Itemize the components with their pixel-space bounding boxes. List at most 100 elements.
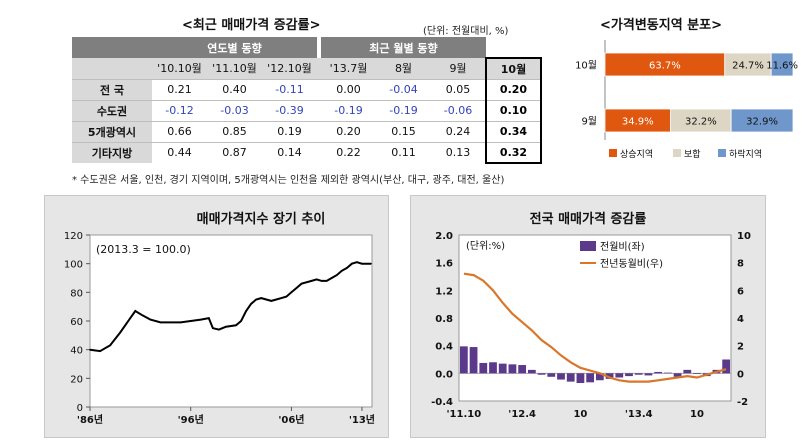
- index-y-tick-label: 60: [70, 317, 83, 328]
- table-cell: -0.12: [152, 99, 207, 121]
- index-chart: 매매가격지수 장기 추이 (2013.3 = 100.0) 0 20 40 60 80 1…: [64, 211, 375, 426]
- index-data-point: [169, 321, 172, 324]
- change-monthly-bar: [595, 373, 604, 381]
- index-data-point: [300, 282, 303, 285]
- change-monthly-bar: [615, 373, 624, 378]
- dist-value-label: 63.7%: [649, 61, 681, 72]
- change-monthly-bar: [498, 363, 507, 374]
- index-data-point: [235, 324, 237, 327]
- index-data-point: [335, 274, 338, 276]
- index-data-point: [119, 331, 122, 334]
- change-monthly-bar: [634, 373, 643, 375]
- table-row: 수도권 -0.12 -0.03 -0.39 -0.19 -0.19 -0.06 0.10: [72, 99, 542, 121]
- index-data-point: [89, 348, 91, 351]
- change-monthly-bar: [527, 369, 536, 374]
- column-header: '12.10월: [262, 58, 317, 79]
- dist-bar-segment: [770, 52, 794, 77]
- change-right-tick-label: 8: [737, 259, 744, 270]
- table-cell: 0.66: [152, 120, 207, 142]
- dist-value-label: 32.9%: [746, 117, 778, 128]
- dist-legend-label: 하락지역: [729, 148, 762, 160]
- index-data-point: [366, 262, 368, 265]
- index-data-point: [275, 298, 278, 301]
- change-left-tick-label: 1.2: [435, 286, 453, 297]
- change-right-tick-label: 2: [737, 342, 744, 353]
- table-cell: 0.40: [207, 78, 262, 100]
- index-y-tick-label: 20: [70, 374, 83, 385]
- table-footnote: * 수도권은 서울, 인천, 경기 지역이며, 5개광역시는 인천을 제외한 광…: [72, 175, 505, 186]
- change-monthly-bar: [722, 359, 731, 374]
- index-data-point: [129, 317, 132, 319]
- index-data-point: [346, 267, 348, 269]
- table-cell: 0.05: [431, 78, 486, 100]
- index-data-point: [159, 321, 162, 324]
- table-cell: 0.19: [262, 120, 317, 142]
- index-data-point: [330, 277, 333, 279]
- dist-legend-swatch: [609, 149, 617, 157]
- dist-bar-segment: [730, 108, 794, 133]
- index-plot-area: [89, 234, 373, 408]
- index-data-point: [351, 262, 353, 265]
- index-data-point: [260, 297, 263, 299]
- dist-legend-swatch: [673, 149, 681, 157]
- table-cell: 0.13: [431, 141, 486, 163]
- index-x-tick-label: '06년: [278, 413, 304, 426]
- change-right-tick-label: 4: [737, 314, 744, 325]
- column-header: '13.7월: [321, 58, 376, 79]
- row-label: 수도권: [72, 99, 152, 121]
- dist-value-label: 11.6%: [766, 61, 798, 72]
- index-y-tick-label: 0: [77, 403, 83, 414]
- change-left-tick-label: 0.8: [435, 314, 453, 325]
- change-legend-bar-label: 전월비(좌): [600, 241, 645, 253]
- table-cell: -0.11: [262, 78, 317, 100]
- change-monthly-bar: [625, 373, 633, 377]
- table-cell: -0.04: [376, 78, 431, 100]
- table-column-header-row: '10.10월 '11.10월 '12.10월 '13.7월 8월 9월 10월: [72, 57, 542, 79]
- index-data-point: [212, 327, 214, 329]
- index-data-point: [270, 300, 273, 302]
- table-cell: 0.44: [152, 141, 207, 163]
- table-cell: 0.14: [262, 141, 317, 163]
- index-y-tick-label: 100: [64, 260, 83, 271]
- dist-category-label: 10월: [575, 60, 597, 72]
- index-data-point: [141, 314, 144, 317]
- change-monthly-bar: [673, 373, 682, 377]
- change-unit-annotation: (단위:%): [466, 239, 505, 252]
- table-group-header-row: 연도별 동향 최근 월별 동향: [72, 37, 541, 58]
- change-monthly-bar: [663, 372, 672, 374]
- index-data-point: [315, 278, 318, 281]
- table-cell: 0.15: [376, 120, 431, 142]
- index-x-tick-label: '13년: [349, 413, 375, 426]
- change-monthly-bar: [654, 371, 663, 374]
- change-left-tick-label: -0.4: [431, 397, 453, 408]
- change-monthly-bar: [557, 373, 565, 380]
- index-data-point: [109, 344, 111, 347]
- column-header: 8월: [376, 58, 431, 79]
- table-cell: 0.21: [152, 78, 207, 100]
- index-data-point: [295, 287, 298, 289]
- change-x-tick-label: '11.10: [447, 409, 482, 420]
- change-monthly-bar: [537, 373, 546, 375]
- index-data-point: [290, 291, 293, 294]
- index-data-point: [310, 280, 313, 282]
- table-row: 전 국 0.21 0.40 -0.11 0.00 -0.04 0.05 0.20: [72, 78, 542, 100]
- index-data-point: [134, 310, 137, 312]
- change-chart: 전국 매매가격 증감률 (단위:%) -0.4 0.0 0.4 0.8 1.2 1.6 2.…: [431, 211, 751, 420]
- table-cell: -0.19: [321, 99, 376, 121]
- change-left-tick-label: 0.4: [435, 342, 453, 353]
- index-data-point: [280, 297, 283, 299]
- index-data-point: [320, 280, 323, 282]
- distribution-title: <가격변동지역 분포>: [600, 18, 722, 33]
- dist-value-label: 24.7%: [732, 61, 764, 72]
- change-left-tick-label: 0.0: [435, 369, 453, 380]
- table-cell: -0.03: [207, 99, 262, 121]
- change-left-tick-label: 1.6: [435, 259, 453, 270]
- table-cell: -0.19: [376, 99, 431, 121]
- index-data-point: [208, 317, 210, 319]
- index-x-tick-label: '96년: [178, 413, 204, 426]
- index-data-point: [218, 328, 220, 331]
- table-cell: -0.06: [431, 99, 486, 121]
- price-change-table: 연도별 동향 최근 월별 동향 '10.10월 '11.10월 '12.10월 …: [72, 37, 542, 164]
- change-monthly-bar: [469, 347, 478, 374]
- index-data-point: [340, 270, 343, 272]
